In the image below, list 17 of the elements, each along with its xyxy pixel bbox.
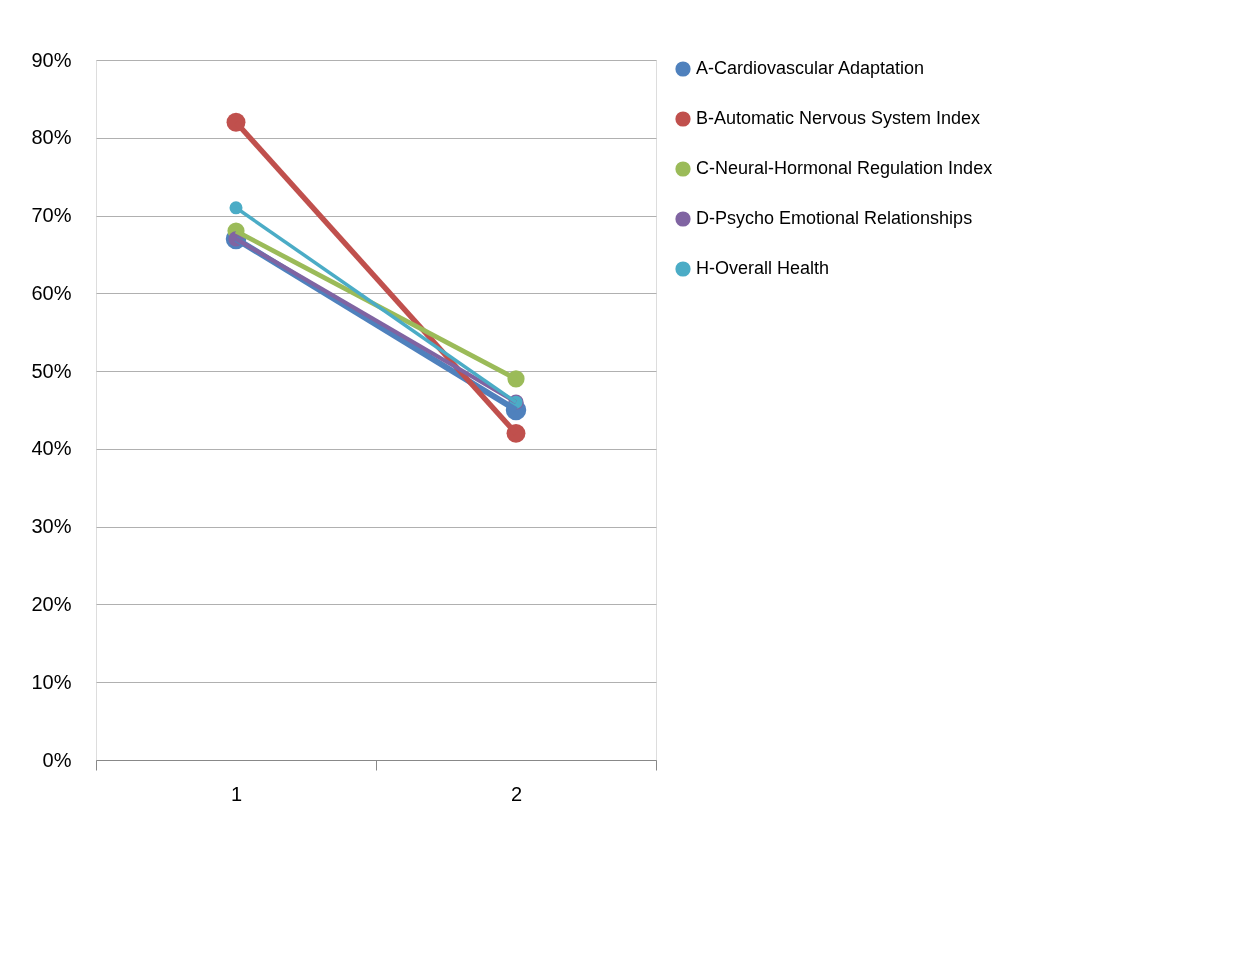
y-tick-label: 60% — [31, 281, 72, 304]
legend-label: B-Automatic Nervous System Index — [696, 108, 981, 128]
y-tick-label: 70% — [31, 204, 72, 227]
y-tick-label: 10% — [31, 670, 72, 693]
legend-label: A-Cardiovascular Adaptation — [696, 58, 925, 78]
y-tick-label: 40% — [31, 437, 72, 460]
y-tick-label: 90% — [31, 48, 72, 71]
y-tick-label: 30% — [31, 515, 72, 538]
x-tick-label: 2 — [510, 782, 523, 805]
legend-label: C-Neural-Hormonal Regulation Index — [696, 158, 993, 178]
legend-label: D-Psycho Emotional Relationships — [696, 208, 973, 228]
y-tick-label: 20% — [31, 592, 72, 615]
y-tick-label: 80% — [31, 126, 72, 149]
y-tick-label: 50% — [31, 359, 72, 382]
legend-label: H-Overall Health — [696, 258, 830, 278]
x-tick-label: 1 — [230, 782, 243, 805]
y-tick-label: 0% — [42, 748, 72, 771]
